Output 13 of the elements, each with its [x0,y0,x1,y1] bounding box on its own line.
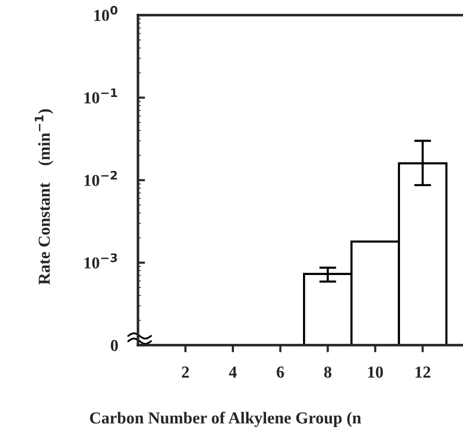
x-axis-title: Carbon Number of Alkylene Group (n [90,412,362,427]
x-tick-label: 4 [228,366,237,378]
y-tick-label: 0 [110,340,118,352]
y-tick-label: 10$^{−3}$ [84,253,117,269]
x-tick-label: 12 [416,366,430,378]
x-tick-label: 6 [276,366,284,378]
y-axis-title: Rate Constant (min$^{−1}$) [34,109,54,285]
y-tick-label: 10$^{−1}$ [84,88,118,104]
x-tick-label: 10 [368,366,383,378]
y-tick-label: 10$^{−2}$ [84,170,117,186]
x-tick-label: 8 [324,366,332,378]
y-tick-label: 10$^{0}$ [94,6,118,22]
x-tick-label: 2 [182,366,189,378]
